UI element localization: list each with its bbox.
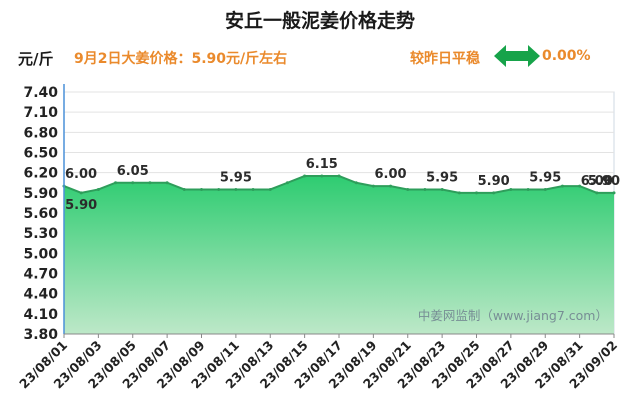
y-tick-label: 6.50 bbox=[23, 146, 58, 162]
chart-title: 安丘一般泥姜价格走势 bbox=[224, 10, 415, 32]
data-point bbox=[595, 191, 599, 195]
data-point bbox=[578, 184, 582, 188]
y-tick-label: 7.10 bbox=[23, 105, 58, 121]
data-point bbox=[337, 174, 341, 178]
data-label: 6.00 bbox=[581, 174, 613, 189]
data-label: 6.05 bbox=[117, 164, 149, 179]
data-point bbox=[268, 187, 272, 191]
data-point bbox=[320, 174, 324, 178]
data-point bbox=[560, 184, 564, 188]
data-point bbox=[457, 191, 461, 195]
price-note: 9月2日大姜价格：5.90元/斤左右 bbox=[74, 51, 288, 67]
data-point bbox=[79, 191, 83, 195]
data-point bbox=[526, 187, 530, 191]
y-tick-label: 4.70 bbox=[23, 267, 58, 283]
data-label: 5.95 bbox=[529, 170, 561, 185]
data-label: 6.00 bbox=[65, 167, 97, 182]
series-area bbox=[64, 176, 614, 334]
data-point bbox=[423, 187, 427, 191]
y-tick-label: 6.20 bbox=[23, 166, 58, 182]
data-point bbox=[354, 181, 358, 185]
y-tick-label: 4.40 bbox=[23, 287, 58, 303]
data-label: 5.95 bbox=[426, 170, 458, 185]
data-label: 6.15 bbox=[306, 157, 338, 172]
data-point bbox=[543, 187, 547, 191]
data-point bbox=[285, 181, 289, 185]
data-label: 5.90 bbox=[588, 174, 620, 189]
y-tick-label: 5.90 bbox=[23, 186, 58, 202]
y-tick-label: 5.00 bbox=[23, 246, 58, 262]
data-label: 6.00 bbox=[375, 167, 407, 182]
y-tick-label: 7.40 bbox=[23, 85, 58, 101]
data-point bbox=[612, 191, 616, 195]
data-label: 5.90 bbox=[65, 198, 97, 213]
data-label: 5.95 bbox=[220, 170, 252, 185]
data-point bbox=[509, 187, 513, 191]
data-point bbox=[131, 181, 135, 185]
data-point bbox=[182, 187, 186, 191]
y-tick-label: 4.10 bbox=[23, 307, 58, 323]
data-point bbox=[371, 184, 375, 188]
data-label: 5.90 bbox=[478, 174, 510, 189]
y-tick-label: 5.30 bbox=[23, 226, 58, 242]
watermark-text: 中姜网监制（www.jiang7.com） bbox=[418, 308, 608, 323]
data-point bbox=[148, 181, 152, 185]
y-tick-label: 3.80 bbox=[23, 327, 58, 343]
data-point bbox=[200, 187, 203, 191]
data-point bbox=[406, 187, 410, 191]
double-arrow-shape bbox=[494, 45, 540, 67]
y-tick-label: 5.60 bbox=[23, 206, 58, 222]
data-point bbox=[440, 187, 444, 191]
change-value: 0.00% bbox=[542, 48, 591, 64]
y-tick-label: 6.80 bbox=[23, 125, 58, 141]
data-point bbox=[96, 187, 100, 191]
double-arrow-icon bbox=[494, 44, 540, 72]
unit-label: 元/斤 bbox=[18, 50, 54, 68]
data-point bbox=[492, 191, 496, 195]
data-point bbox=[217, 187, 221, 191]
compare-label: 较昨日平稳 bbox=[410, 51, 480, 67]
data-point bbox=[234, 187, 238, 191]
data-point bbox=[389, 184, 393, 188]
data-point bbox=[303, 174, 307, 178]
data-point bbox=[165, 181, 169, 185]
data-point bbox=[251, 187, 255, 191]
data-point bbox=[475, 191, 478, 195]
data-point bbox=[114, 181, 118, 185]
